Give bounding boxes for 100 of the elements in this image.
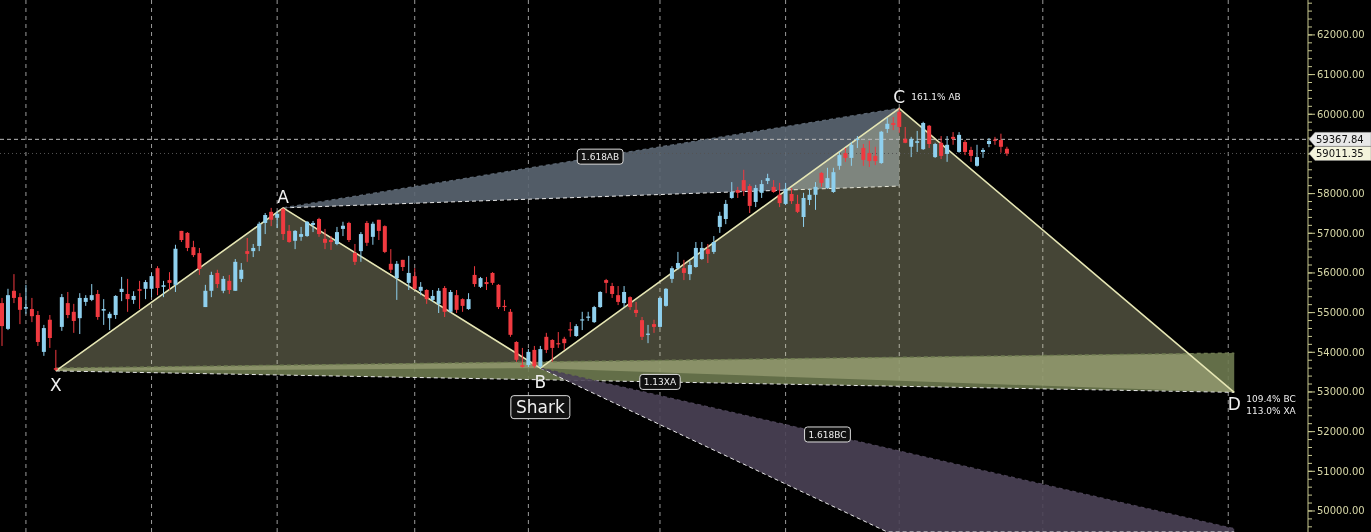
candlestick [969, 146, 974, 163]
candlestick [197, 247, 202, 276]
candlestick [394, 260, 399, 301]
candlestick [53, 349, 58, 372]
annotation: B [534, 372, 547, 393]
candlestick [550, 338, 555, 363]
y-tick-label: 58000.00 [1317, 188, 1365, 200]
candlestick [113, 294, 118, 320]
annotation: X [50, 374, 63, 395]
candlestick [454, 289, 459, 314]
candlestick [65, 291, 70, 319]
candlestick [980, 147, 985, 159]
candlestick [622, 285, 627, 308]
candlestick [861, 143, 866, 167]
candlestick [227, 274, 232, 295]
candlestick [957, 131, 962, 154]
candlestick [328, 235, 333, 251]
candlestick [825, 167, 830, 190]
candlestick [741, 169, 746, 197]
candlestick [753, 184, 758, 208]
candlestick [323, 228, 328, 250]
annotation: 161.1% AB [911, 92, 961, 103]
ref-line-label: 59367.84 [1316, 133, 1364, 145]
candlestick [352, 243, 357, 266]
annotation: C [893, 87, 906, 108]
annotation: 1.618BC [808, 429, 847, 440]
candlestick [209, 271, 214, 298]
candlestick [939, 135, 944, 160]
candlestick [143, 279, 148, 300]
candlestick [915, 130, 920, 153]
candlestick [687, 260, 692, 281]
candlestick [777, 182, 782, 208]
candlestick [149, 272, 154, 298]
candlestick [508, 308, 513, 338]
candlestick [663, 287, 668, 308]
candlestick [580, 311, 585, 331]
y-tick-label: 57000.00 [1317, 227, 1365, 239]
candlestick [155, 265, 160, 296]
candlestick [640, 316, 645, 341]
candlestick [17, 292, 22, 325]
candlestick [717, 211, 722, 234]
candlestick [831, 167, 836, 194]
candlestick [107, 311, 112, 331]
candlestick [448, 289, 453, 314]
candlestick [705, 243, 710, 264]
candlestick [388, 248, 393, 274]
candlestick [514, 340, 519, 363]
candlestick [370, 221, 375, 246]
candlestick [257, 221, 262, 252]
candlestick [604, 278, 609, 294]
candlestick [975, 144, 980, 168]
annotation: 1.13XA [643, 377, 677, 388]
candlestick [520, 347, 525, 369]
candlestick [795, 194, 800, 214]
candlestick [119, 276, 124, 302]
annotation: A [277, 186, 290, 207]
annotation: 113.0% XA [1246, 405, 1297, 416]
candlestick [23, 284, 28, 315]
candlestick [0, 297, 4, 347]
candlestick [101, 298, 106, 326]
y-tick-label: 62000.00 [1317, 29, 1365, 41]
candlestick [71, 303, 76, 334]
candlestick [215, 269, 220, 289]
y-tick-label: 54000.00 [1317, 346, 1365, 358]
candlestick [610, 282, 615, 299]
candlestick [538, 345, 543, 369]
candlestick [986, 137, 991, 148]
y-tick-label: 51000.00 [1317, 465, 1365, 477]
candlestick [239, 262, 244, 283]
candlestick [29, 297, 34, 323]
candlestick [496, 283, 501, 310]
y-tick-label: 53000.00 [1317, 386, 1365, 398]
candlestick [544, 332, 549, 354]
candlestick [693, 241, 698, 269]
candlestick [723, 199, 728, 225]
candlestick [95, 289, 100, 321]
candlestick [77, 292, 82, 335]
y-tick-label: 60000.00 [1317, 108, 1365, 120]
candlestick [945, 135, 950, 163]
candlestick [813, 181, 818, 211]
y-tick-label: 61000.00 [1317, 69, 1365, 81]
candlestick [801, 192, 806, 228]
candlestick [442, 285, 447, 318]
candlestick [897, 107, 902, 134]
candlestick [873, 146, 878, 166]
candlestick [951, 131, 956, 146]
candlestick [927, 124, 932, 149]
candlestick [998, 133, 1003, 154]
candlestick [41, 324, 46, 357]
y-tick-label: 56000.00 [1317, 267, 1365, 279]
candlestick [245, 237, 250, 263]
candlestick [334, 226, 339, 246]
candlestick [634, 301, 639, 318]
annotation: Shark [515, 397, 565, 418]
candlestick [652, 319, 656, 334]
candlestick [412, 267, 417, 291]
y-tick-label: 55000.00 [1317, 307, 1365, 319]
candlestick [317, 217, 322, 238]
y-tick-label: 52000.00 [1317, 426, 1365, 438]
candlestick [293, 229, 298, 250]
